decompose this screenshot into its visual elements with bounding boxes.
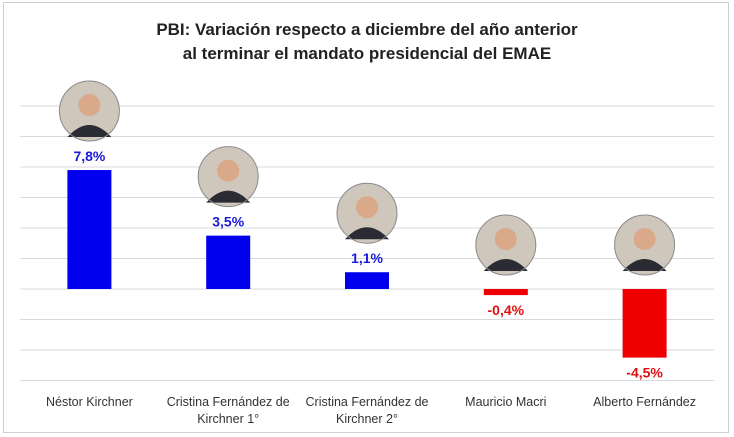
data-label: -0,4%: [488, 302, 525, 318]
data-label: 7,8%: [73, 148, 105, 164]
bar: [622, 289, 667, 358]
category-label: Néstor Kirchner: [46, 395, 133, 409]
bar: [483, 289, 528, 296]
data-label: 3,5%: [212, 214, 244, 230]
category-label: Alberto Fernández: [593, 395, 696, 409]
chart-title-line-1: PBI: Variación respecto a diciembre del …: [156, 20, 578, 39]
data-label: -4,5%: [626, 365, 663, 381]
data-label: 1,1%: [351, 250, 383, 266]
bar: [345, 272, 389, 289]
bar: [206, 235, 251, 289]
category-label: Kirchner 1°: [197, 412, 259, 426]
portrait-cristina-fernandez-2: [336, 182, 398, 244]
category-label: Cristina Fernández de: [306, 395, 429, 409]
portrait-mauricio-macri: [475, 214, 537, 276]
portrait-cristina-fernandez-1: [197, 146, 259, 208]
category-label: Mauricio Macri: [465, 395, 546, 409]
bar: [67, 170, 112, 289]
category-label: Cristina Fernández de: [167, 395, 290, 409]
portrait-alberto-fernandez: [614, 214, 676, 276]
chart-title-line-2: al terminar el mandato presidencial del …: [182, 44, 552, 63]
category-label: Kirchner 2°: [336, 412, 398, 426]
portrait-nestor-kirchner: [58, 80, 120, 142]
